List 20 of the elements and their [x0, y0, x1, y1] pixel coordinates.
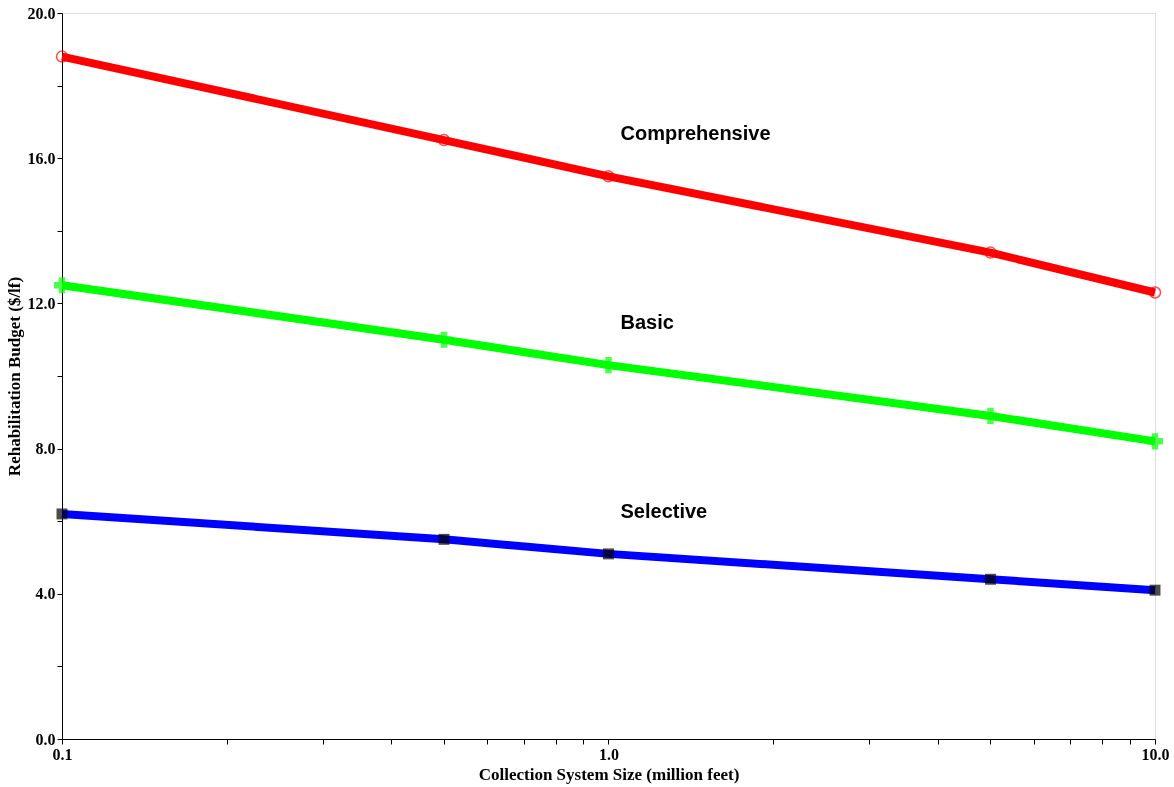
y-tick-label: 0.0	[35, 730, 56, 748]
point	[602, 170, 615, 183]
annotation: Selective	[620, 499, 708, 522]
y-axis-title: Rehabilitation Budget ($/lf)	[4, 276, 24, 477]
annotation: Basic	[620, 311, 674, 334]
y-tick-label: 16.0	[27, 149, 56, 167]
point	[55, 50, 69, 63]
x-tick-label: 10.0	[1141, 745, 1170, 763]
y-tick-label: 20.0	[27, 4, 56, 22]
y-tick-label: 4.0	[35, 585, 56, 603]
point	[1148, 286, 1162, 299]
y-tick-label: 8.0	[35, 440, 56, 458]
x-tick-label: 0.1	[52, 745, 73, 763]
x-axis-title: Collection System Size (million feet)	[478, 764, 740, 784]
y-tick-label: 12.0	[27, 294, 56, 312]
point	[1146, 433, 1164, 450]
point	[53, 277, 71, 294]
annotation: Comprehensive	[620, 122, 771, 145]
point	[600, 357, 617, 374]
x-tick-label: 1.0	[599, 745, 619, 763]
